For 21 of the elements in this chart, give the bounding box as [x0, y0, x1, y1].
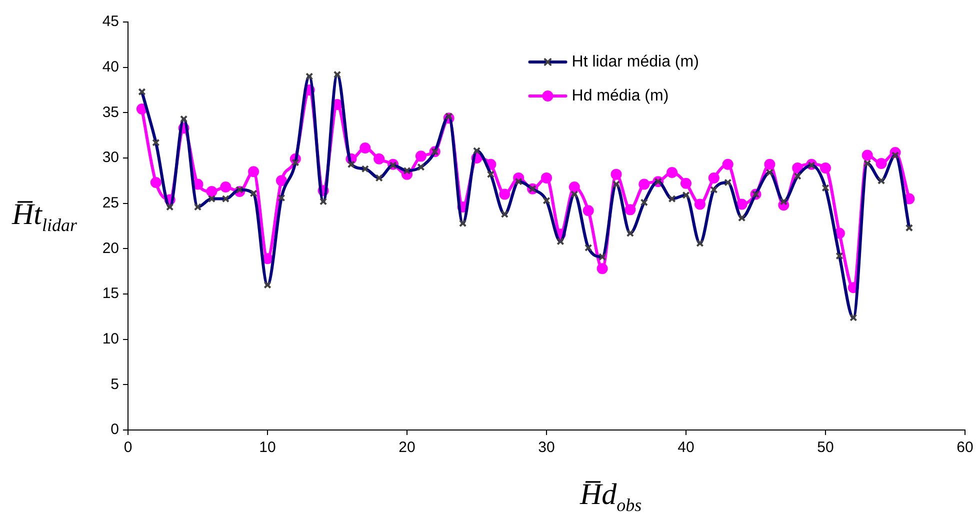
y-tick-label: 15: [102, 285, 119, 302]
y-tick-label: 20: [102, 240, 119, 257]
legend-label: Ht lidar média (m): [572, 53, 699, 70]
x-tick-label: 30: [538, 439, 555, 456]
y-tick-label: 0: [110, 421, 119, 438]
y-tick-label: 40: [102, 58, 119, 76]
x-tick-label: 40: [678, 439, 694, 456]
x-tick-label: 10: [259, 439, 276, 456]
x-axis-title: H̅d$_{obs}$: [580, 478, 642, 516]
x-tick-label: 0: [124, 439, 132, 456]
x-tick-label: 50: [817, 439, 834, 456]
y-tick-label: 35: [102, 104, 119, 121]
y-tick-label: 5: [110, 376, 119, 393]
y-tick-label: 10: [102, 330, 119, 348]
y-axis-title: H̅t$_{lidar}$: [12, 198, 78, 236]
y-tick-label: 45: [102, 13, 119, 30]
y-tick-label: 25: [102, 194, 119, 212]
legend-label: Hd média (m): [572, 87, 669, 104]
y-tick-label: 30: [102, 149, 119, 166]
x-tick-label: 60: [956, 439, 974, 456]
x-tick-label: 20: [398, 439, 416, 456]
